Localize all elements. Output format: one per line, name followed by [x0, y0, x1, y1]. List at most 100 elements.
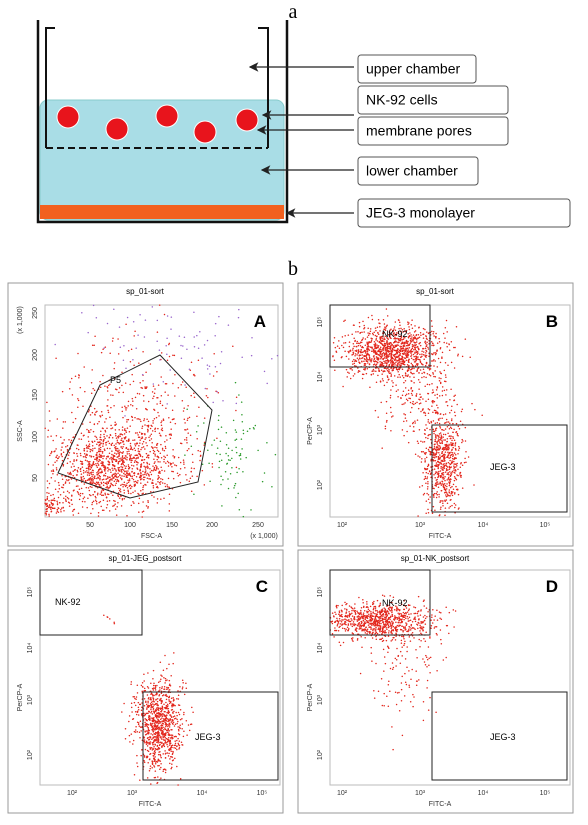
event-dot: [473, 484, 475, 486]
event-dot: [439, 482, 442, 485]
event-dot: [365, 355, 367, 357]
event-dot: [191, 706, 193, 709]
event-dot: [107, 399, 109, 401]
event-dot: [386, 341, 389, 343]
event-dot: [442, 505, 444, 507]
event-dot: [420, 461, 423, 463]
event-dot: [439, 432, 442, 434]
event-dot: [89, 477, 92, 479]
event-dot: [151, 726, 153, 729]
event-dot: [77, 398, 79, 400]
event-dot: [101, 450, 104, 453]
event-dot: [445, 342, 448, 344]
event-dot: [79, 386, 82, 389]
event-dot: [436, 350, 438, 352]
event-dot: [139, 439, 141, 441]
event-dot: [95, 483, 98, 486]
event-dot: [183, 693, 186, 696]
event-dot: [88, 489, 91, 492]
event-dot: [424, 342, 427, 345]
event-dot: [167, 465, 170, 467]
event-dot: [114, 484, 117, 487]
event-dot: [170, 729, 172, 731]
event-dot: [181, 399, 184, 402]
event-dot: [157, 746, 160, 749]
event-dot: [171, 718, 174, 721]
event-dot: [84, 459, 87, 462]
event-dot: [53, 450, 55, 453]
event-dot: [122, 446, 124, 448]
event-dot: [399, 376, 401, 378]
event-dot: [112, 394, 114, 396]
event-dot: [123, 492, 126, 494]
event-dot: [426, 468, 429, 470]
event-dot: [206, 368, 209, 370]
event-dot: [152, 699, 155, 701]
event-dot: [396, 337, 398, 340]
event-dot: [227, 478, 229, 480]
event-dot: [163, 313, 166, 316]
event-dot: [169, 737, 172, 739]
event-dot: [56, 510, 59, 512]
event-dot: [178, 726, 181, 728]
event-dot: [439, 427, 442, 429]
event-dot: [433, 365, 435, 367]
event-dot: [446, 473, 448, 476]
event-dot: [166, 686, 168, 689]
event-dot: [384, 347, 387, 349]
event-dot: [411, 406, 413, 409]
event-dot: [104, 449, 106, 452]
event-dot: [156, 693, 158, 696]
event-dot: [130, 454, 132, 456]
event-dot: [156, 502, 159, 504]
event-dot: [448, 452, 451, 455]
event-dot: [83, 477, 85, 480]
event-dot: [120, 439, 123, 441]
event-dot: [145, 505, 148, 507]
event-dot: [359, 331, 362, 334]
event-dot: [364, 362, 367, 365]
event-dot: [134, 432, 137, 434]
event-dot: [397, 344, 399, 347]
event-dot: [131, 485, 133, 488]
event-dot: [55, 357, 57, 359]
event-dot: [155, 707, 158, 709]
event-dot: [427, 419, 430, 421]
event-dot: [86, 470, 88, 472]
event-dot: [54, 488, 57, 491]
event-dot: [415, 393, 418, 395]
event-dot: [422, 471, 424, 474]
y-scale: (x 1,000): [17, 306, 24, 334]
event-dot: [386, 381, 388, 384]
event-dot: [388, 372, 391, 375]
event-dot: [170, 767, 172, 770]
event-dot: [171, 708, 174, 711]
event-dot: [117, 494, 119, 496]
event-dot: [364, 338, 367, 340]
event-dot: [452, 435, 454, 438]
event-dot: [152, 669, 155, 672]
event-dot: [149, 741, 152, 743]
event-dot: [403, 345, 406, 347]
event-dot: [116, 505, 118, 508]
event-dot: [385, 364, 388, 367]
event-dot: [148, 717, 151, 720]
event-dot: [392, 329, 395, 332]
event-dot: [367, 362, 369, 364]
event-dot: [193, 336, 195, 338]
event-dot: [355, 360, 358, 362]
event-dot: [133, 457, 136, 459]
x-axis-label: FITC-A: [429, 533, 452, 540]
event-dot: [426, 492, 428, 495]
event-dot: [450, 419, 453, 422]
event-dot: [451, 439, 453, 442]
event-dot: [409, 401, 412, 404]
event-dot: [165, 462, 167, 464]
event-dot: [404, 373, 407, 375]
event-dot: [108, 463, 111, 466]
event-dot: [432, 342, 434, 345]
event-dot: [109, 469, 112, 471]
event-dot: [136, 721, 139, 723]
event-dot: [164, 391, 166, 393]
